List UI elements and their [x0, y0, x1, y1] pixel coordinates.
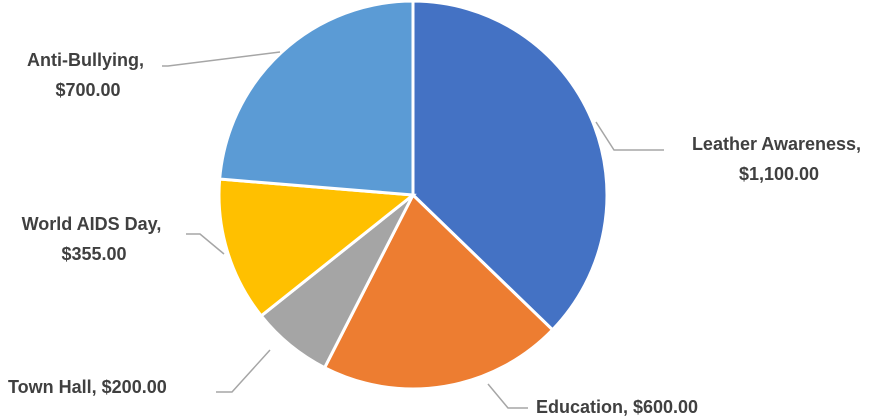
- leader-lines: [162, 51, 664, 409]
- label-value-anti-bullying: $700.00: [55, 80, 120, 100]
- data-label-world-aids-day: World AIDS Day, $355.00: [22, 214, 167, 264]
- data-label-leather-awareness: Leather Awareness, $1,100.00: [692, 134, 866, 184]
- label-combined-town-hall: Town Hall, $200.00: [8, 377, 167, 397]
- label-combined-education: Education, $600.00: [536, 397, 698, 417]
- pie-slices: [217, 0, 609, 391]
- pie-slice-anti-bullying: [218, 0, 415, 197]
- leader-line-leather-awareness: [595, 121, 664, 151]
- pie-slice-education: [322, 192, 555, 391]
- data-label-education: Education, $600.00: [536, 397, 698, 417]
- label-name-anti-bullying: Anti-Bullying,: [27, 50, 144, 70]
- data-label-town-hall: Town Hall, $200.00: [8, 377, 167, 397]
- label-value-world-aids-day: $355.00: [61, 244, 126, 264]
- data-label-anti-bullying: Anti-Bullying, $700.00: [27, 50, 149, 100]
- leader-line-town-hall: [216, 349, 271, 393]
- leader-line-world-aids-day: [186, 233, 225, 255]
- leader-line-anti-bullying: [162, 51, 281, 67]
- leader-line-education: [487, 383, 528, 409]
- label-name-world-aids-day: World AIDS Day,: [22, 214, 162, 234]
- label-name-leather-awareness: Leather Awareness,: [692, 134, 861, 154]
- pie-slice-world-aids-day: [217, 177, 417, 318]
- pie-slice-leather-awareness: [411, 0, 609, 332]
- label-value-leather-awareness: $1,100.00: [739, 164, 819, 184]
